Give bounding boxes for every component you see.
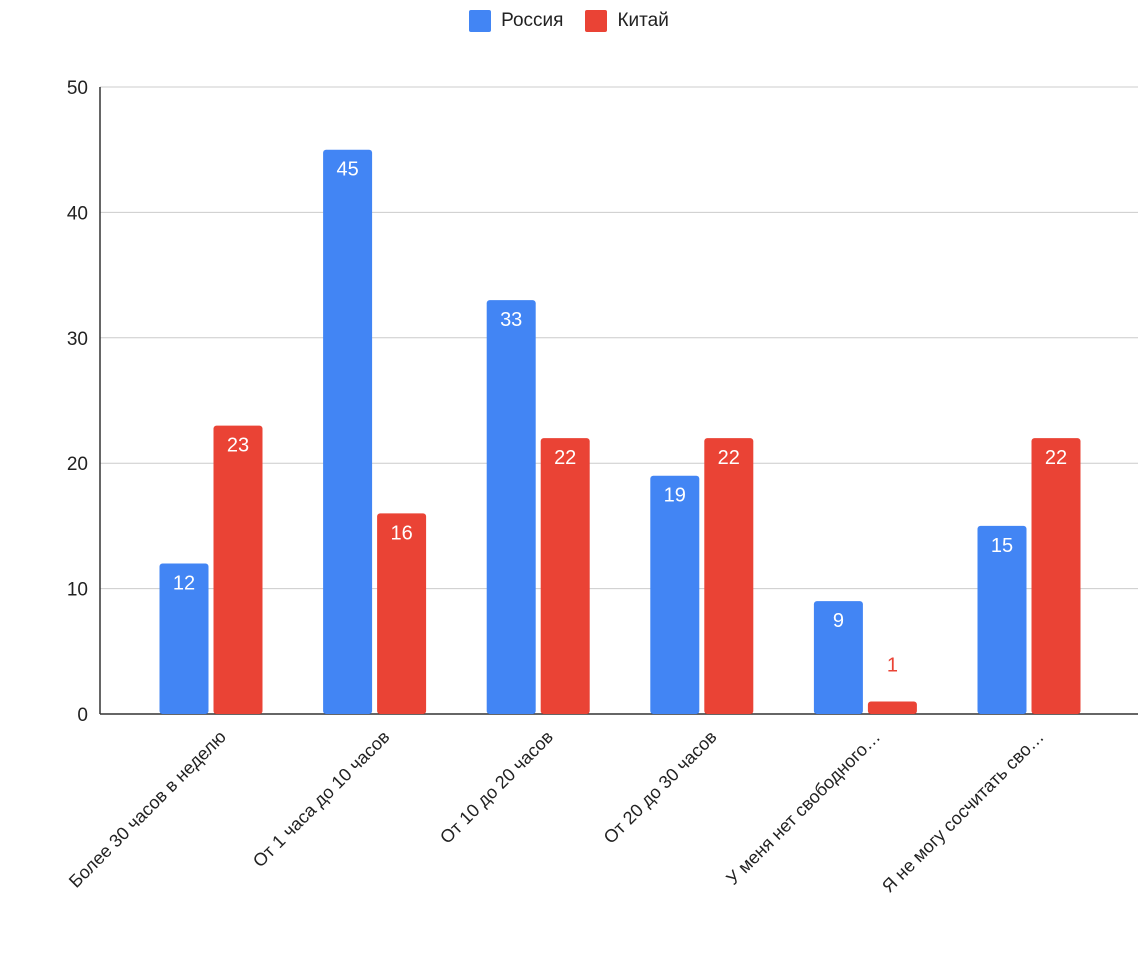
data-label: 15 xyxy=(991,535,1013,557)
legend-label-russia: Россия xyxy=(501,10,564,31)
x-tick-label: Более 30 часов в неделю xyxy=(65,727,230,892)
data-label: 22 xyxy=(718,447,740,469)
data-label: 16 xyxy=(390,522,412,544)
legend-swatch-china xyxy=(585,10,608,32)
data-label: 1 xyxy=(887,654,898,676)
bar-russia xyxy=(323,149,373,714)
y-tick-label: 30 xyxy=(67,329,88,350)
y-tick-label: 50 xyxy=(67,78,88,99)
bar-russia xyxy=(486,300,536,714)
y-tick-label: 40 xyxy=(67,203,88,224)
bar-china xyxy=(377,513,427,714)
legend-item-russia[interactable]: Россия xyxy=(469,10,563,32)
data-label: 9 xyxy=(833,610,844,632)
data-label: 22 xyxy=(554,447,576,469)
x-tick-label: От 1 часа до 10 часов xyxy=(249,727,394,872)
x-tick-label: У меня нет свободного… xyxy=(722,727,884,889)
x-tick-label: От 20 до 30 часов xyxy=(600,727,721,848)
legend-label-china: Китай xyxy=(617,10,669,31)
x-tick-label: Я не могу сосчитать сво… xyxy=(878,727,1048,897)
y-tick-label: 20 xyxy=(67,454,88,475)
chart-legend: Россия Китай xyxy=(0,10,1138,32)
legend-swatch-russia xyxy=(469,10,492,32)
data-label: 19 xyxy=(664,485,686,507)
bar-china xyxy=(213,425,263,714)
y-tick-label: 10 xyxy=(67,580,88,601)
bar-russia xyxy=(650,475,700,714)
data-label: 33 xyxy=(500,309,522,331)
bar-russia xyxy=(977,525,1027,714)
data-label: 22 xyxy=(1045,447,1067,469)
bar-russia xyxy=(159,563,209,714)
bar-china xyxy=(867,701,917,714)
y-tick-label: 0 xyxy=(77,705,88,726)
x-tick-label: От 10 до 20 часов xyxy=(436,727,557,848)
data-label: 45 xyxy=(336,159,358,181)
bar-china xyxy=(704,438,754,714)
data-label: 12 xyxy=(173,573,195,595)
bar-china xyxy=(1031,438,1081,714)
legend-item-china[interactable]: Китай xyxy=(585,10,669,32)
bar-russia xyxy=(813,601,863,714)
data-label: 23 xyxy=(227,435,249,457)
bar-china xyxy=(540,438,590,714)
